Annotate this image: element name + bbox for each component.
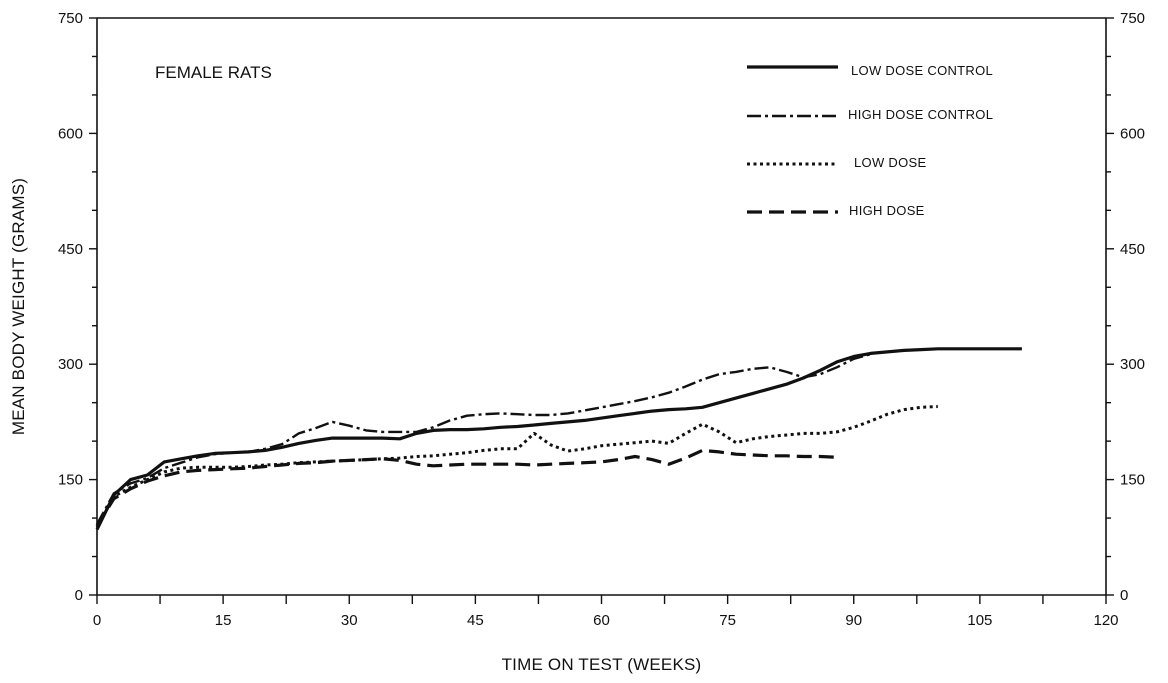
- y-tick-label-left: 750: [58, 10, 83, 27]
- x-tick-label: 15: [215, 612, 232, 629]
- series-line-low-dose-control: [95, 347, 1022, 531]
- series-line-high-dose-control: [95, 353, 871, 525]
- x-tick-label: 45: [467, 612, 484, 629]
- legend-label: LOW DOSE CONTROL: [851, 63, 993, 78]
- x-tick-label: 30: [341, 612, 358, 629]
- legend-label: LOW DOSE: [854, 155, 926, 170]
- y-tick-label-right: 0: [1120, 587, 1128, 604]
- y-tick-label-right: 600: [1120, 125, 1145, 142]
- y-axis-title: MEAN BODY WEIGHT (GRAMS): [9, 178, 28, 435]
- y-tick-label-right: 450: [1120, 241, 1145, 258]
- y-tick-label-right: 150: [1120, 472, 1145, 489]
- x-tick-label: 60: [593, 612, 610, 629]
- y-tick-label-left: 300: [58, 356, 83, 373]
- y-tick-label-left: 150: [58, 472, 83, 489]
- x-tick-label: 105: [967, 612, 992, 629]
- y-tick-label-left: 0: [75, 587, 83, 604]
- y-tick-label-right: 300: [1120, 356, 1145, 373]
- legend-label: HIGH DOSE CONTROL: [848, 107, 993, 122]
- series-line-high-dose: [95, 448, 837, 527]
- y-tick-label-left: 450: [58, 241, 83, 258]
- x-tick-label: 0: [93, 612, 101, 629]
- y-tick-label-left: 600: [58, 125, 83, 142]
- y-tick-label-right: 750: [1120, 10, 1145, 27]
- x-tick-label: 90: [845, 612, 862, 629]
- x-axis-title: TIME ON TEST (WEEKS): [502, 655, 702, 674]
- legend-label: HIGH DOSE: [849, 203, 925, 218]
- series-line-low-dose: [95, 405, 938, 529]
- x-tick-label: 120: [1093, 612, 1118, 629]
- chart-title: FEMALE RATS: [155, 63, 272, 82]
- x-tick-label: 75: [719, 612, 736, 629]
